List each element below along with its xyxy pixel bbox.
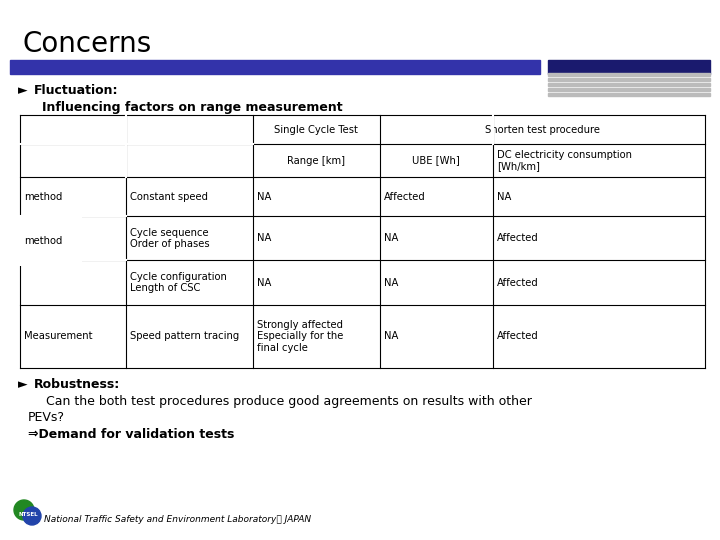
- Circle shape: [23, 507, 41, 525]
- Text: Influencing factors on range measurement: Influencing factors on range measurement: [42, 101, 343, 114]
- Text: ►: ►: [18, 378, 27, 391]
- Text: Shorten test procedure: Shorten test procedure: [485, 125, 600, 134]
- Text: ⇒Demand for validation tests: ⇒Demand for validation tests: [28, 428, 235, 441]
- Bar: [548, 93, 710, 96]
- Bar: [548, 78, 710, 81]
- Text: Can the both test procedures produce good agreements on results with other: Can the both test procedures produce goo…: [46, 395, 532, 408]
- Text: ►: ►: [18, 84, 27, 97]
- Text: NA: NA: [257, 278, 271, 288]
- Text: Affected: Affected: [384, 192, 426, 201]
- Text: Affected: Affected: [497, 278, 539, 288]
- Bar: [548, 83, 710, 86]
- Text: NA: NA: [384, 233, 398, 244]
- Text: Measurement: Measurement: [24, 332, 92, 341]
- Bar: [548, 73, 710, 76]
- Text: Robustness:: Robustness:: [34, 378, 120, 391]
- Text: UBE [Wh]: UBE [Wh]: [413, 156, 460, 166]
- Bar: [10, 60, 540, 74]
- Text: Strongly affected
Especially for the
final cycle: Strongly affected Especially for the fin…: [257, 320, 343, 353]
- Text: method: method: [24, 192, 63, 201]
- Text: Affected: Affected: [497, 332, 539, 341]
- Text: DC electricity consumption
[Wh/km]: DC electricity consumption [Wh/km]: [497, 150, 631, 171]
- Circle shape: [14, 500, 34, 520]
- Text: Constant speed: Constant speed: [130, 192, 208, 201]
- Text: NA: NA: [497, 192, 511, 201]
- Text: Fluctuation:: Fluctuation:: [34, 84, 119, 97]
- Text: Range [km]: Range [km]: [287, 156, 346, 166]
- Bar: [548, 88, 710, 91]
- Text: Cycle sequence
Order of phases: Cycle sequence Order of phases: [130, 227, 210, 249]
- Text: Concerns: Concerns: [22, 30, 151, 58]
- Text: NA: NA: [257, 192, 271, 201]
- Text: method: method: [24, 236, 63, 246]
- Text: Cycle configuration
Length of CSC: Cycle configuration Length of CSC: [130, 272, 227, 293]
- Text: Single Cycle Test: Single Cycle Test: [274, 125, 359, 134]
- Text: NA: NA: [384, 278, 398, 288]
- Text: PEVs?: PEVs?: [28, 411, 65, 424]
- Text: NTSEL: NTSEL: [18, 511, 38, 516]
- Text: Speed pattern tracing: Speed pattern tracing: [130, 332, 240, 341]
- Text: NA: NA: [384, 332, 398, 341]
- Text: National Traffic Safety and Environment Laboratory． JAPAN: National Traffic Safety and Environment …: [44, 516, 311, 524]
- Text: NA: NA: [257, 233, 271, 244]
- Text: Affected: Affected: [497, 233, 539, 244]
- Bar: [548, 60, 710, 74]
